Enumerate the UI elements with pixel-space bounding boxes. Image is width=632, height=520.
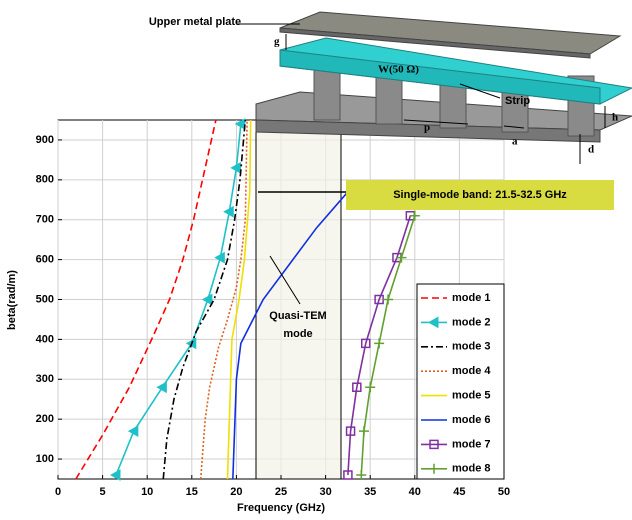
x-tick-label: 40 xyxy=(409,486,421,498)
y-tick-label: 600 xyxy=(36,254,54,266)
y-tick-label: 700 xyxy=(36,214,54,226)
figure: Upper metal plate g W(50 Ω) Strip p a h … xyxy=(0,0,632,520)
band-label: Single-mode band: 21.5-32.5 GHz xyxy=(393,189,567,201)
gap-label: g xyxy=(274,36,280,48)
plate-label-text: Upper metal plate xyxy=(149,16,241,28)
legend-label: mode 4 xyxy=(452,365,491,377)
period-label: p xyxy=(424,122,430,134)
legend-label: mode 5 xyxy=(452,390,491,402)
x-axis-label: Frequency (GHz) xyxy=(237,502,325,514)
y-tick-label: 100 xyxy=(36,453,54,465)
legend-label: mode 2 xyxy=(452,316,491,328)
marker xyxy=(365,382,375,392)
band-box xyxy=(256,128,341,479)
legend-label: mode 6 xyxy=(452,414,491,426)
legend-label: mode 7 xyxy=(452,438,491,450)
marker xyxy=(383,295,393,305)
x-tick-label: 5 xyxy=(100,486,106,498)
x-tick-label: 30 xyxy=(319,486,331,498)
y-tick-label: 400 xyxy=(36,333,54,345)
x-tick-label: 35 xyxy=(364,486,376,498)
legend: mode 1 mode 2 mode 3 mode 4 mode 5 mode 6 mode… xyxy=(417,284,504,479)
x-tick-label: 15 xyxy=(186,486,198,498)
x-tick-label: 10 xyxy=(141,486,153,498)
marker xyxy=(359,426,369,436)
y-tick-label: 800 xyxy=(36,174,54,186)
strip-label: Strip xyxy=(505,95,530,107)
y-tick-label: 900 xyxy=(36,134,54,146)
x-tick-label: 45 xyxy=(453,486,465,498)
plate-label: Upper metal plate xyxy=(149,16,241,28)
y-tick-label: 300 xyxy=(36,373,54,385)
x-tick-label: 25 xyxy=(275,486,287,498)
x-tick-label: 20 xyxy=(230,486,242,498)
legend-label: mode 3 xyxy=(452,341,491,353)
y-axis-label: beta(rad/m) xyxy=(6,270,18,330)
x-tick-label: 0 xyxy=(55,486,61,498)
structure: Upper metal plate g W(50 Ω) Strip p a h … xyxy=(149,12,632,164)
depth-label: d xyxy=(588,144,594,156)
y-tick-label: 500 xyxy=(36,293,54,305)
marker xyxy=(129,426,138,436)
x-tick-label: 50 xyxy=(498,486,510,498)
height-label: h xyxy=(612,112,618,124)
width-label: W(50 Ω) xyxy=(378,64,419,76)
marker xyxy=(157,382,166,392)
legend-label: mode 1 xyxy=(452,292,491,304)
pin-label: a xyxy=(512,136,518,148)
y-tick-label: 200 xyxy=(36,413,54,425)
legend-label: mode 8 xyxy=(452,463,491,475)
